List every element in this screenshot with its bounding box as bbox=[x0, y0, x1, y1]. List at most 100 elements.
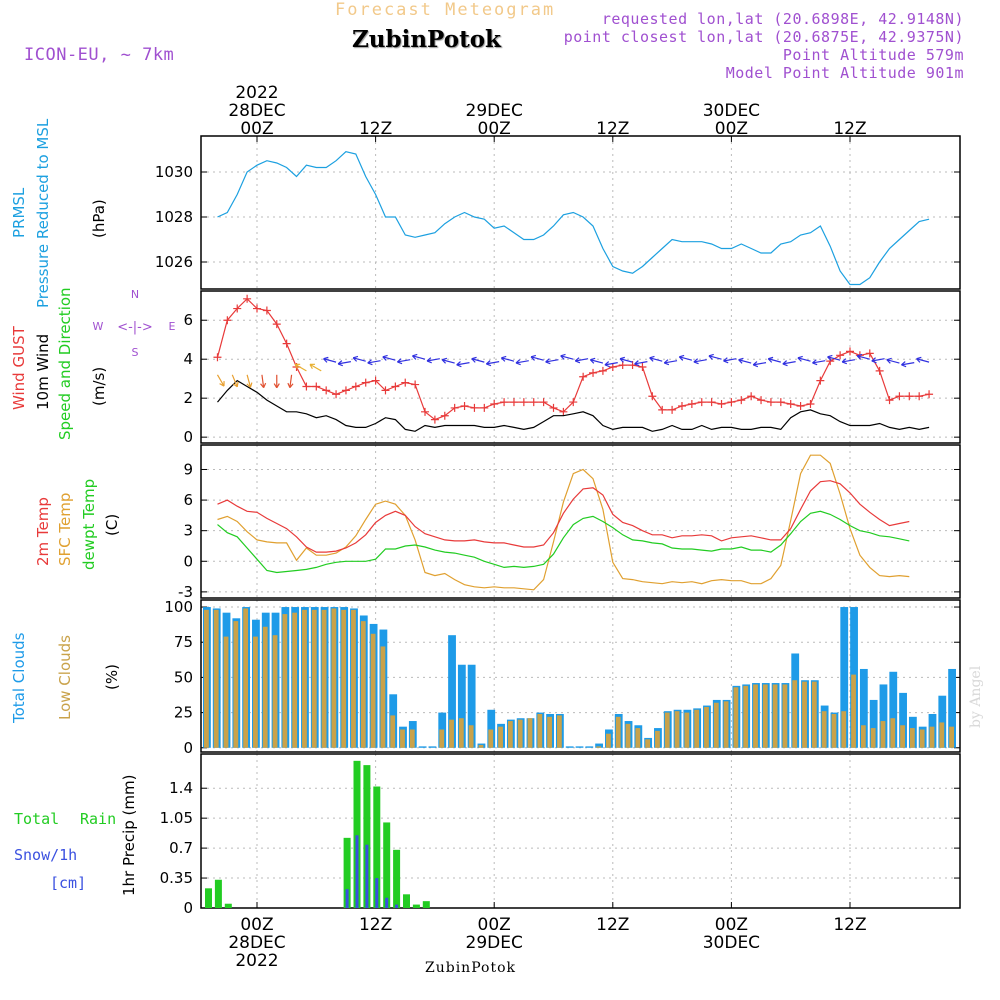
pressure-panel-frame bbox=[200, 135, 961, 290]
gust-marker bbox=[806, 400, 815, 409]
gust-marker bbox=[766, 398, 775, 407]
rain-bar bbox=[214, 879, 222, 908]
low-cloud-bar bbox=[360, 621, 366, 748]
gust-marker bbox=[253, 304, 261, 313]
low-cloud-bar bbox=[596, 746, 602, 748]
low-cloud-bar bbox=[547, 716, 552, 748]
wind-arrow-head bbox=[323, 356, 329, 363]
gust-marker bbox=[648, 392, 657, 401]
closest-coordinates: point closest lon,lat (20.6875E, 42.9375… bbox=[563, 28, 964, 46]
wind-arrow-head bbox=[485, 360, 492, 367]
gust-marker bbox=[480, 403, 489, 412]
wind-arrow bbox=[486, 361, 500, 365]
total-cloud-bar bbox=[948, 668, 956, 748]
low-cloud-bar bbox=[782, 684, 788, 748]
total-cloud-bar bbox=[859, 668, 868, 748]
precip-rain-label: Rain bbox=[80, 810, 117, 828]
wind-arrow-head bbox=[856, 353, 863, 360]
gust-marker bbox=[737, 396, 746, 405]
low-cloud-bar bbox=[390, 715, 396, 748]
time-label-bottom: 12Z bbox=[833, 915, 866, 935]
compass-w: W bbox=[93, 320, 104, 333]
time-label-top: 28DEC bbox=[228, 101, 285, 121]
wind-arrow-head bbox=[574, 357, 581, 364]
wind-arrow bbox=[797, 357, 811, 362]
wind-arrow-head bbox=[500, 355, 507, 362]
time-label-top: 12Z bbox=[596, 119, 629, 139]
rain-bar bbox=[343, 837, 351, 908]
wind-arrow-head bbox=[708, 353, 714, 360]
y-tick-label: 0 bbox=[183, 552, 193, 570]
low-cloud-bar bbox=[704, 706, 709, 748]
low-cloud-bar bbox=[331, 608, 337, 748]
gust-marker bbox=[826, 357, 835, 366]
low-cloud-bar bbox=[831, 714, 837, 748]
wind-arrow bbox=[216, 374, 225, 387]
low-cloud-bar bbox=[615, 716, 621, 748]
gust-marker bbox=[391, 382, 400, 391]
time-label-bottom: 30DEC bbox=[703, 933, 760, 953]
gust-marker bbox=[519, 398, 528, 407]
low-cloud-bar bbox=[929, 726, 935, 748]
y-tick-label: 0 bbox=[183, 899, 193, 917]
wind-arrow-head bbox=[678, 354, 685, 361]
wind-arrow bbox=[289, 374, 293, 388]
y-tick-label: 1028 bbox=[155, 208, 193, 226]
wind-arrow-head bbox=[812, 359, 818, 366]
gust-marker bbox=[371, 376, 380, 385]
gust-marker bbox=[332, 390, 341, 399]
low-cloud-bar bbox=[606, 733, 611, 748]
wind-arrow bbox=[367, 360, 381, 364]
gust-marker bbox=[608, 363, 617, 371]
time-label-top: 00Z bbox=[715, 119, 748, 139]
total-cloud-bar bbox=[938, 695, 947, 748]
gust-marker bbox=[460, 401, 469, 410]
low-cloud-bar bbox=[684, 712, 690, 748]
low-cloud-bar bbox=[919, 729, 925, 748]
gust-marker bbox=[836, 351, 845, 360]
gust-marker bbox=[707, 398, 716, 407]
gust-marker bbox=[569, 398, 578, 407]
low-cloud-bar bbox=[537, 714, 543, 748]
wind-arrow bbox=[545, 359, 559, 363]
gust-marker bbox=[312, 382, 321, 391]
compass-e: E bbox=[169, 320, 176, 333]
low-cloud-bar bbox=[821, 711, 827, 748]
low-cloud-bar bbox=[851, 674, 856, 748]
y-tick-label: 4 bbox=[183, 350, 193, 368]
low-cloud-bar bbox=[723, 701, 729, 748]
low-cloud-bar bbox=[909, 728, 915, 748]
low-cloud-bar bbox=[772, 684, 778, 748]
gust-marker bbox=[490, 400, 499, 409]
low-cloud-bar bbox=[311, 609, 317, 748]
wind-arrow-head bbox=[426, 357, 432, 364]
wind-arrow bbox=[231, 374, 238, 388]
y-tick-label: 1.05 bbox=[160, 809, 193, 827]
low-cloud-bar bbox=[733, 687, 739, 748]
y-tick-label: 100 bbox=[164, 598, 193, 616]
gust-marker bbox=[885, 396, 894, 405]
wind-arrow bbox=[723, 358, 737, 362]
wind-arrow-head bbox=[916, 356, 922, 363]
rain-bar bbox=[412, 904, 420, 908]
gust-marker bbox=[539, 398, 548, 407]
time-label-bottom: 00Z bbox=[240, 915, 273, 935]
low-cloud-bar bbox=[282, 614, 288, 748]
time-label-bottom: 12Z bbox=[596, 915, 629, 935]
wind-arrow-head bbox=[273, 383, 280, 389]
low-cloud-bar bbox=[272, 635, 278, 748]
rain-bar bbox=[383, 822, 391, 908]
wind-arrow bbox=[261, 374, 265, 388]
total-cloud-bar bbox=[448, 635, 456, 748]
y-tick-label: 0.7 bbox=[169, 839, 193, 857]
low-cloud-bar bbox=[880, 721, 886, 748]
total-cloud-bar bbox=[467, 664, 476, 748]
wind-arrow bbox=[812, 360, 826, 364]
wind-arrow-head bbox=[619, 356, 625, 363]
time-label-bottom: 29DEC bbox=[466, 933, 523, 953]
wind-panel-frame bbox=[200, 290, 961, 444]
gust-marker bbox=[638, 363, 647, 371]
gust-marker bbox=[846, 347, 854, 356]
dewpt-line bbox=[217, 510, 910, 574]
total-cloud-bar bbox=[869, 699, 878, 748]
